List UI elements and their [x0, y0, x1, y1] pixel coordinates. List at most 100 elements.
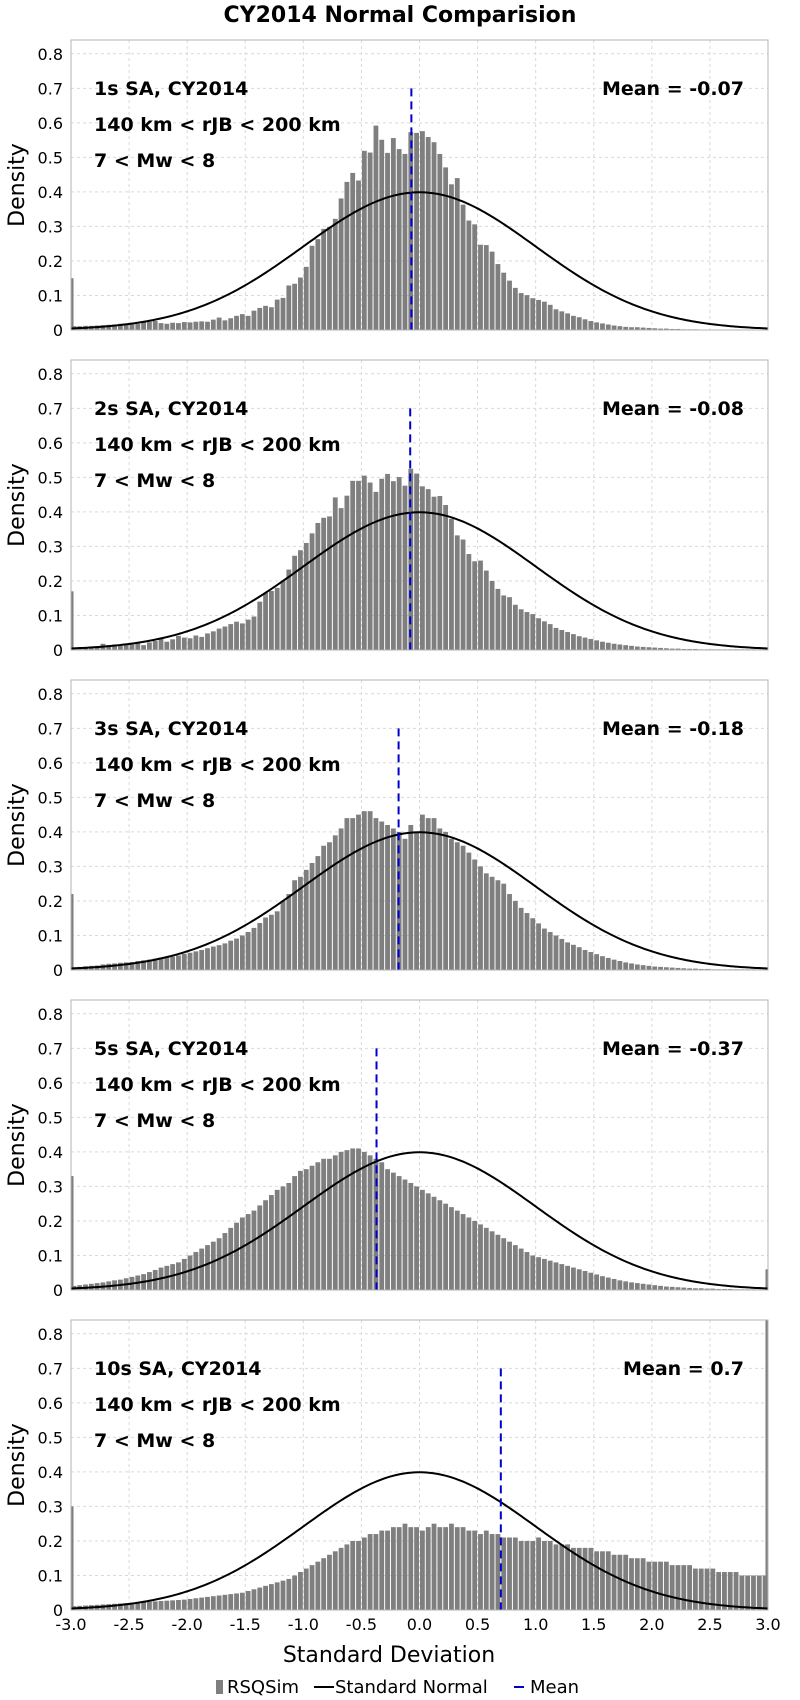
histogram-bar — [327, 842, 332, 970]
histogram-bar — [692, 1288, 698, 1290]
histogram-bar — [216, 945, 222, 970]
histogram-bar — [553, 627, 559, 650]
legend-label-mean: Mean — [530, 1677, 579, 1698]
histogram-bar — [414, 831, 419, 970]
histogram-bar — [222, 1233, 228, 1290]
histogram-bar — [187, 638, 193, 650]
histogram-bar — [402, 485, 408, 650]
panel-annotation: 140 km < rJB < 200 km — [94, 1394, 341, 1416]
histogram-bar — [356, 1148, 361, 1290]
histogram-bar — [745, 1575, 751, 1610]
histogram-bar — [687, 968, 692, 970]
histogram-bar — [536, 299, 541, 330]
histogram-bar — [274, 299, 280, 330]
histogram-bar — [652, 966, 658, 970]
histogram-bar — [356, 1540, 361, 1610]
histogram-bar — [141, 1602, 147, 1610]
histogram-bar — [170, 956, 176, 970]
histogram-bar — [623, 962, 629, 970]
histogram-bar — [576, 317, 582, 330]
histogram-bar — [257, 923, 263, 970]
histogram-bar — [443, 505, 449, 650]
histogram-bar — [501, 883, 507, 970]
histogram-bar — [600, 1276, 605, 1290]
histogram-bar — [361, 1537, 367, 1610]
y-tick-label: 0.5 — [38, 1428, 63, 1447]
histogram-bar — [152, 958, 158, 970]
histogram-bar — [518, 1248, 524, 1290]
histogram-bar — [239, 1592, 245, 1610]
histogram-bar — [507, 280, 512, 330]
histogram-bar — [292, 1575, 298, 1610]
histogram-bar — [588, 952, 594, 970]
y-tick-label: 0.4 — [38, 823, 63, 842]
histogram-bar — [431, 1523, 437, 1610]
histogram-bar — [658, 647, 663, 650]
histogram-bar — [704, 968, 710, 970]
standard-normal-curve — [70, 831, 769, 970]
histogram-bar — [443, 167, 449, 330]
histogram-bar — [605, 957, 611, 970]
histogram-bar — [681, 648, 687, 650]
histogram-bar — [553, 1262, 559, 1290]
histogram-bar — [193, 1598, 199, 1610]
histogram-bar — [390, 828, 396, 970]
histogram-bar — [414, 473, 419, 650]
histogram-bar — [216, 628, 222, 650]
histogram-bar — [443, 1527, 449, 1610]
histogram-bar — [257, 307, 263, 330]
histogram-bar — [425, 137, 431, 330]
histogram-bar — [274, 1189, 280, 1290]
histogram-bar — [594, 1551, 600, 1610]
histogram-bar — [205, 1245, 210, 1290]
histogram-bar — [559, 629, 565, 650]
histogram-bar — [663, 967, 669, 970]
histogram-bar — [582, 319, 588, 330]
histogram-bar — [698, 968, 704, 970]
histogram-bar — [350, 1148, 356, 1290]
histogram-bar — [298, 1572, 303, 1610]
histogram-bar — [408, 1182, 414, 1290]
histogram-bar — [245, 1591, 251, 1610]
histogram-bar — [646, 965, 652, 970]
histogram-bar — [228, 1227, 234, 1290]
histogram-bar — [117, 645, 123, 650]
histogram-bar — [263, 305, 268, 330]
histogram-bar — [112, 963, 117, 970]
histogram-bar — [152, 321, 158, 330]
histogram-bar — [123, 644, 129, 650]
histogram-bar — [501, 272, 507, 330]
histogram-bar — [478, 1534, 483, 1610]
histogram-bar — [239, 935, 245, 970]
histogram-bar — [704, 1568, 710, 1610]
histogram-bar — [460, 539, 466, 650]
y-tick-label: 0 — [53, 961, 63, 980]
histogram-bar — [117, 323, 123, 330]
histogram-bar — [117, 1603, 123, 1610]
y-tick-label: 0.3 — [38, 857, 63, 876]
histogram-bar — [698, 1568, 704, 1610]
histogram-bar — [536, 923, 541, 970]
panel-annotation: 7 < Mw < 8 — [94, 470, 215, 492]
x-axis-label: Standard Deviation — [283, 1643, 495, 1668]
histogram-bar — [245, 315, 251, 330]
y-tick-label: 0 — [53, 1601, 63, 1620]
histogram-bar — [199, 321, 205, 330]
histogram-bar — [489, 1534, 495, 1610]
histogram-bar — [553, 935, 559, 970]
histogram-bar — [309, 533, 315, 650]
histogram-bar — [309, 1565, 315, 1610]
histogram-bar — [112, 324, 117, 330]
histogram-bar — [692, 1568, 698, 1610]
histogram-bar — [623, 1281, 629, 1290]
standard-normal-curve — [70, 511, 769, 650]
histogram-bar — [559, 311, 565, 330]
histogram-bar — [321, 1558, 327, 1610]
histogram-bar — [501, 1238, 507, 1290]
plot-frame — [70, 999, 769, 1291]
histogram-bar — [292, 555, 298, 650]
panel-annotation: 140 km < rJB < 200 km — [94, 434, 341, 456]
x-tick-label: -1.0 — [288, 1615, 319, 1634]
x-tick-label: -0.5 — [346, 1615, 377, 1634]
